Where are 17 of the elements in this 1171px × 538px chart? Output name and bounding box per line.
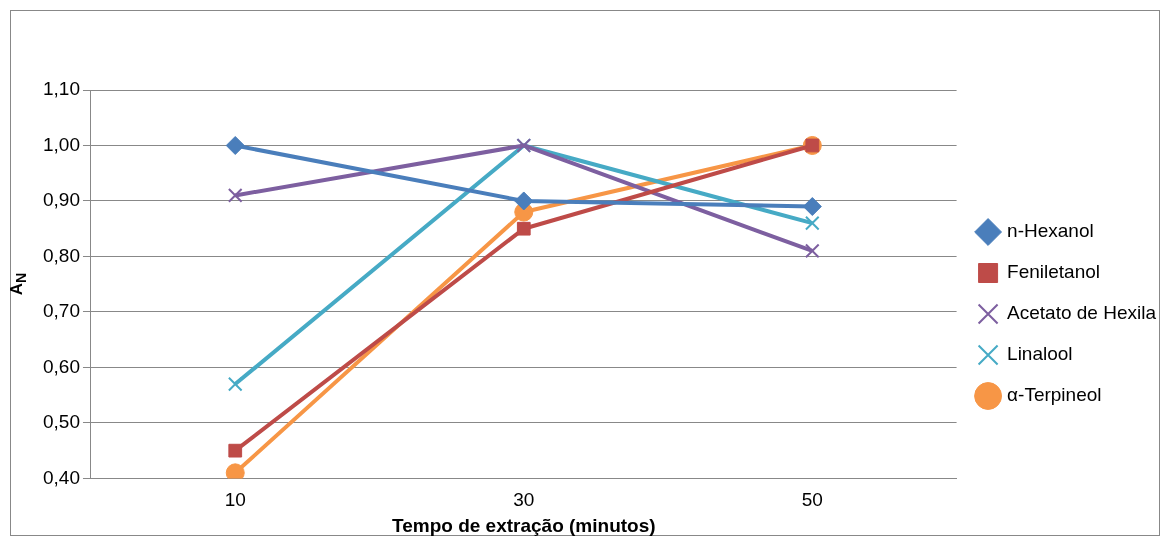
legend-label: Linalool — [1007, 343, 1073, 365]
y-tick-label: 0,60 — [43, 355, 80, 377]
y-tick-label: 1,00 — [43, 133, 80, 155]
y-tick-label: 1,10 — [43, 78, 80, 100]
legend-label: Feniletanol — [1007, 261, 1101, 283]
y-tick-label: 0,50 — [43, 411, 80, 433]
y-tick-label: 0,70 — [43, 300, 80, 322]
x-tick-label: 50 — [801, 489, 823, 511]
x-axis-title: Tempo de extração (minutos) — [391, 514, 656, 536]
y-tick-label: 0,80 — [43, 244, 80, 266]
legend-label: n-Hexanol — [1007, 220, 1094, 242]
x-tick-label: 10 — [224, 489, 246, 511]
y-tick-label: 0,90 — [43, 189, 80, 211]
y-tick-label: 0,40 — [43, 466, 80, 488]
x-tick-label: 30 — [513, 489, 535, 511]
legend-label: α-Terpineol — [1007, 384, 1102, 406]
legend-label: Acetato de Hexila — [1007, 302, 1157, 324]
